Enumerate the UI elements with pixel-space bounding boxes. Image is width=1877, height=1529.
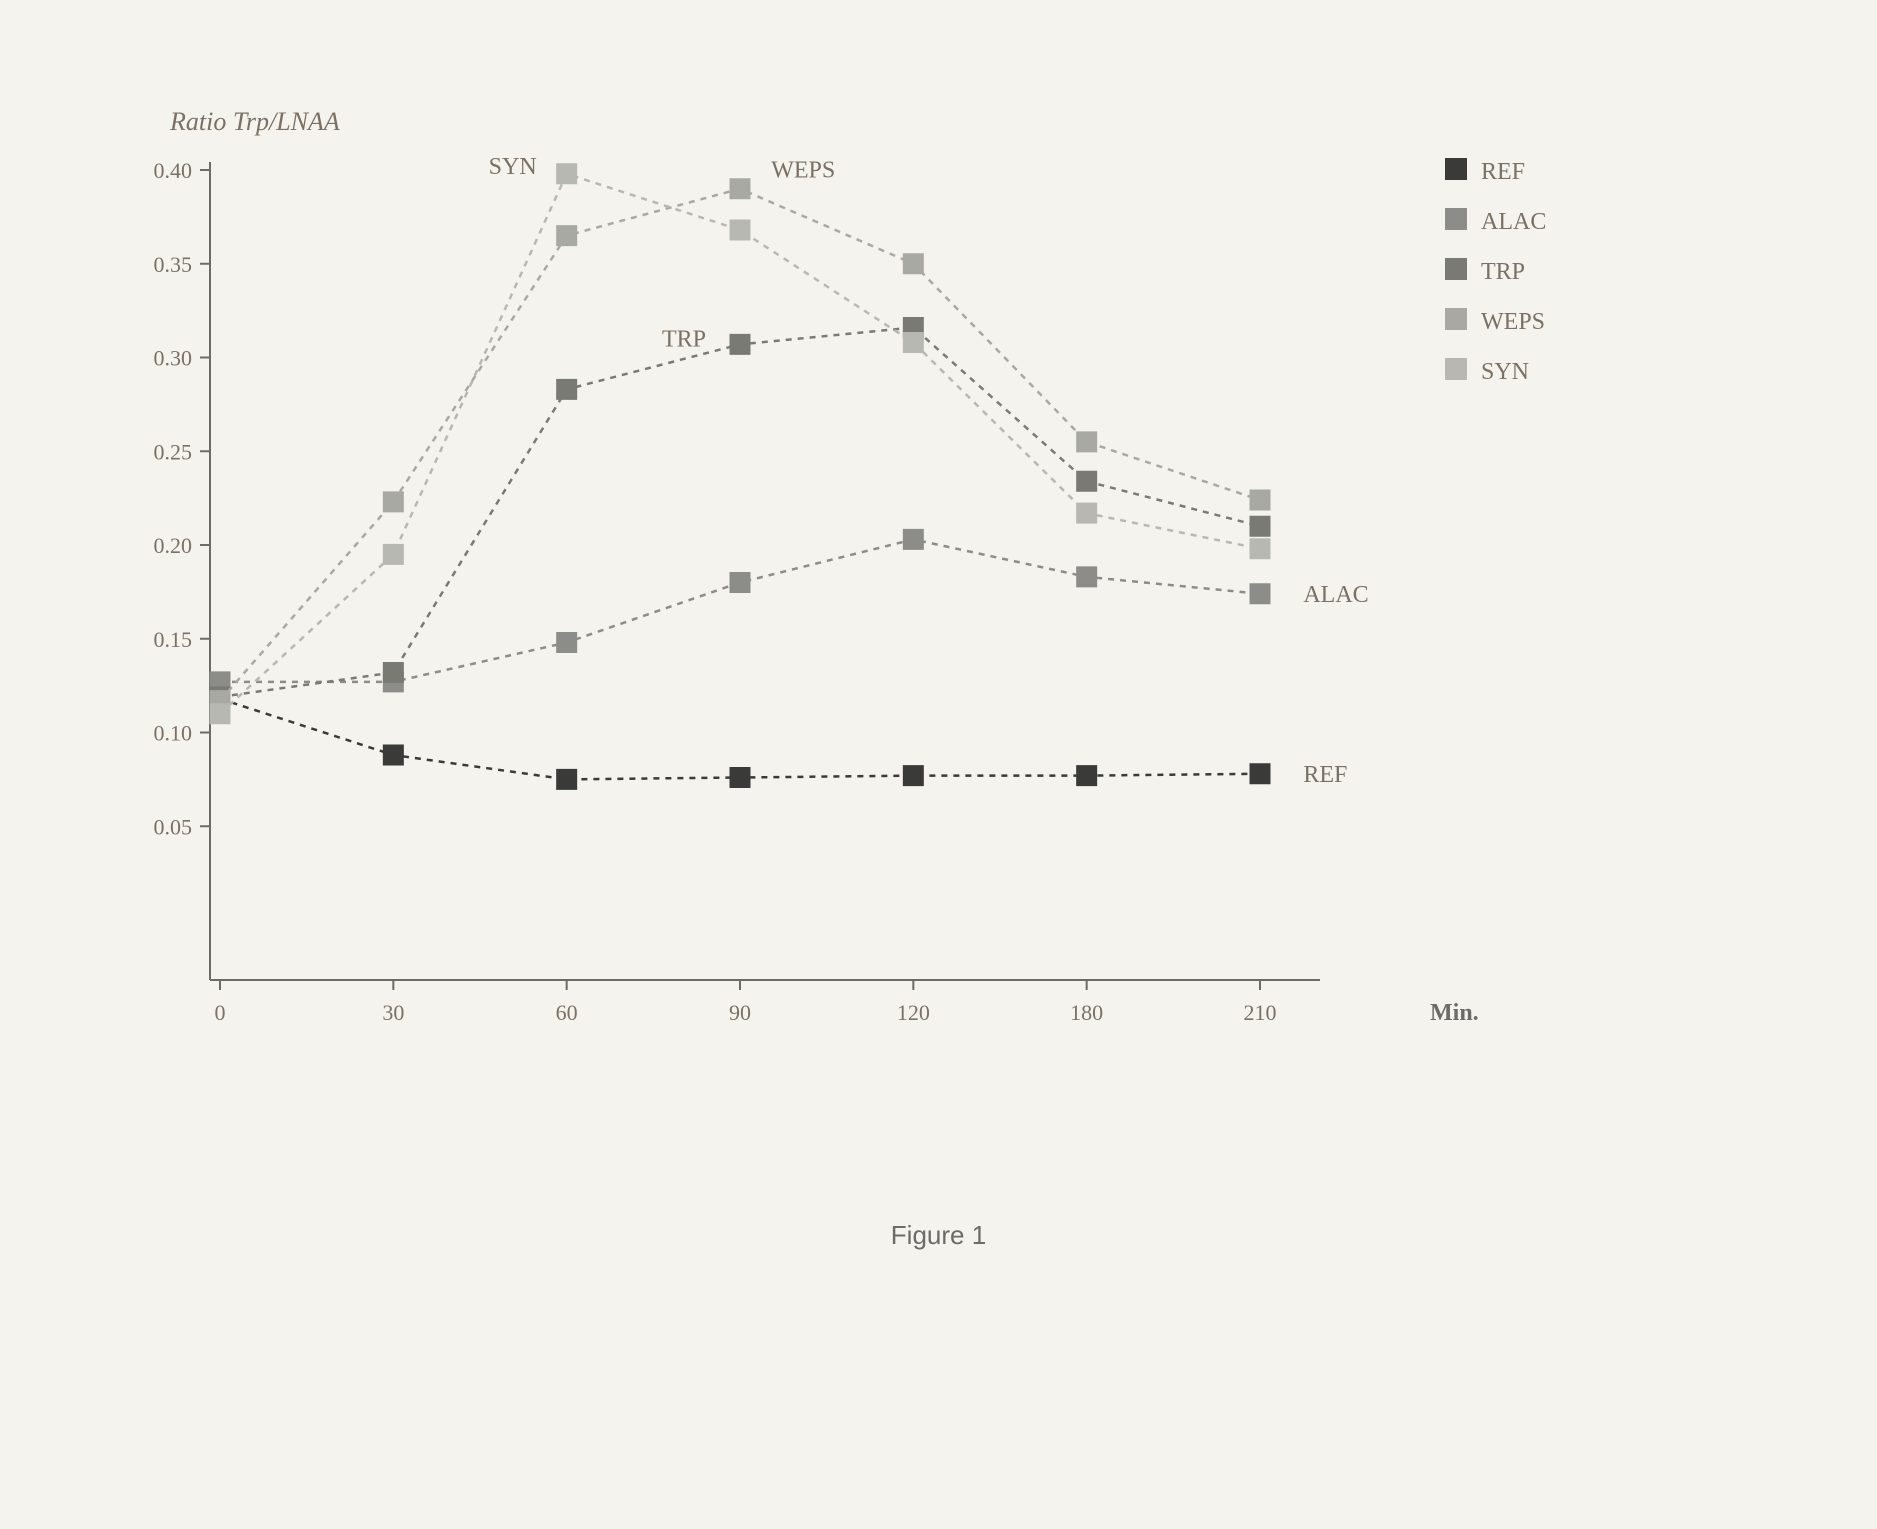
series-line-syn <box>220 174 1260 714</box>
legend-marker-ref <box>1445 158 1467 180</box>
y-tick-label: 0.40 <box>154 158 193 183</box>
series-inline-label-syn: SYN <box>489 154 537 180</box>
series-marker-syn <box>383 544 403 564</box>
legend-marker-trp <box>1445 258 1467 280</box>
series-marker-syn <box>210 704 230 724</box>
series-marker-syn <box>1077 503 1097 523</box>
series-inline-label-trp: TRP <box>662 326 706 352</box>
y-tick-label: 0.20 <box>154 533 193 558</box>
series-inline-label-weps: WEPS <box>771 158 835 184</box>
x-tick-label: 210 <box>1244 1000 1277 1025</box>
series-marker-trp <box>1077 471 1097 491</box>
series-marker-alac <box>557 633 577 653</box>
y-tick-label: 0.35 <box>154 252 193 277</box>
y-tick-label: 0.15 <box>154 627 193 652</box>
legend-label-syn: SYN <box>1481 359 1529 385</box>
series-marker-weps <box>383 492 403 512</box>
series-line-trp <box>220 328 1260 697</box>
series-marker-weps <box>1077 432 1097 452</box>
legend-label-trp: TRP <box>1481 259 1525 285</box>
series-marker-trp <box>557 379 577 399</box>
series-marker-trp <box>730 334 750 354</box>
x-axis-label: Min. <box>1430 1000 1479 1026</box>
series-end-label-ref: REF <box>1303 762 1347 788</box>
series-marker-weps <box>903 254 923 274</box>
series-marker-ref <box>903 766 923 786</box>
series-marker-alac <box>1077 567 1097 587</box>
series-line-alac <box>220 539 1260 682</box>
y-tick-label: 0.30 <box>154 346 193 371</box>
legend-label-alac: ALAC <box>1481 209 1546 235</box>
x-tick-label: 30 <box>382 1000 404 1025</box>
x-tick-label: 60 <box>556 1000 578 1025</box>
y-tick-label: 0.05 <box>154 814 193 839</box>
series-marker-weps <box>1250 490 1270 510</box>
series-marker-trp <box>383 663 403 683</box>
legend-label-ref: REF <box>1481 159 1525 185</box>
y-tick-label: 0.25 <box>154 439 193 464</box>
series-marker-syn <box>1250 539 1270 559</box>
chart-svg: Ratio Trp/LNAA 0.05 0.10 0.15 0.20 0.25 0.30 0.… <box>80 60 1780 1160</box>
y-tick-label: 0.10 <box>154 721 193 746</box>
series-end-label-alac: ALAC <box>1303 582 1368 608</box>
series-line-weps <box>220 189 1260 701</box>
chart-title: Ratio Trp/LNAA <box>169 107 340 136</box>
series-marker-ref <box>1077 766 1097 786</box>
legend-marker-syn <box>1445 358 1467 380</box>
series-marker-alac <box>730 573 750 593</box>
series-marker-weps <box>730 179 750 199</box>
series-marker-syn <box>557 164 577 184</box>
chart-container: Ratio Trp/LNAA 0.05 0.10 0.15 0.20 0.25 0.30 0.… <box>80 60 1780 1160</box>
figure-caption: Figure 1 <box>891 1220 986 1251</box>
series-marker-alac <box>903 529 923 549</box>
series-marker-weps <box>557 226 577 246</box>
series-marker-syn <box>730 220 750 240</box>
legend-marker-alac <box>1445 208 1467 230</box>
series-marker-ref <box>1250 764 1270 784</box>
series-marker-ref <box>730 768 750 788</box>
x-tick-label: 180 <box>1070 1000 1103 1025</box>
x-tick-label: 90 <box>729 1000 751 1025</box>
series-marker-alac <box>1250 584 1270 604</box>
x-tick-label: 0 <box>215 1000 226 1025</box>
series-marker-trp <box>1250 516 1270 536</box>
legend-label-weps: WEPS <box>1481 309 1545 335</box>
x-tick-label: 120 <box>897 1000 930 1025</box>
legend-marker-weps <box>1445 308 1467 330</box>
series-marker-ref <box>383 745 403 765</box>
series-marker-syn <box>903 333 923 353</box>
series-marker-ref <box>557 769 577 789</box>
